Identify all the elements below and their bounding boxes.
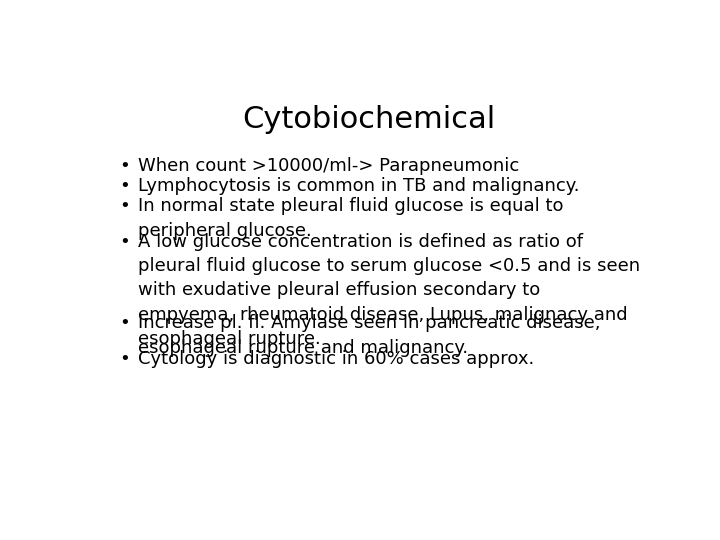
Text: Increase pl. fl. Amylase seen in pancreatic disease,
esophageal rupture and mali: Increase pl. fl. Amylase seen in pancrea…: [138, 314, 600, 356]
Text: When count >10000/ml-> Parapneumonic: When count >10000/ml-> Parapneumonic: [138, 157, 519, 175]
Text: •: •: [120, 233, 130, 251]
Text: •: •: [120, 314, 130, 332]
Text: Lymphocytosis is common in TB and malignancy.: Lymphocytosis is common in TB and malign…: [138, 177, 580, 195]
Text: Cytology is diagnostic in 60% cases approx.: Cytology is diagnostic in 60% cases appr…: [138, 350, 534, 368]
Text: A low glucose concentration is defined as ratio of
pleural fluid glucose to seru: A low glucose concentration is defined a…: [138, 233, 640, 348]
Text: •: •: [120, 157, 130, 175]
Text: •: •: [120, 177, 130, 195]
Text: •: •: [120, 350, 130, 368]
Text: In normal state pleural fluid glucose is equal to
peripheral glucose.: In normal state pleural fluid glucose is…: [138, 197, 564, 240]
Text: Cytobiochemical: Cytobiochemical: [243, 105, 495, 134]
Text: •: •: [120, 197, 130, 215]
